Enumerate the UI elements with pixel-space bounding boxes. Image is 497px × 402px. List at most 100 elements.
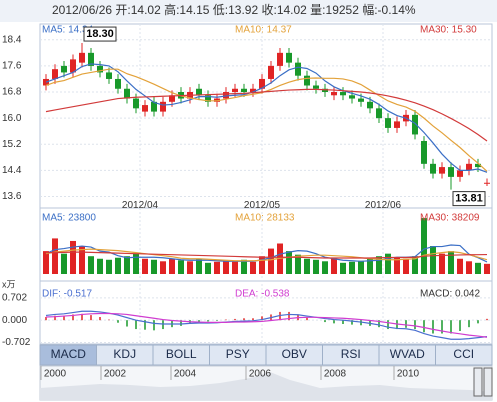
candle-body	[232, 88, 238, 93]
candle-body	[475, 163, 481, 168]
volume-bar	[340, 262, 346, 274]
ma-line	[45, 63, 488, 173]
legend-entry: DEA: -0.538	[235, 289, 290, 300]
candle-body	[214, 98, 220, 102]
candle-body	[295, 62, 301, 76]
volume-bar	[223, 260, 229, 274]
timeline-handle[interactable]	[473, 367, 483, 397]
volume-bar	[421, 218, 427, 274]
volume-bar	[466, 261, 472, 274]
volume-bar	[268, 248, 274, 274]
candle-body	[367, 101, 373, 109]
candle-body	[331, 92, 337, 96]
volume-bar	[331, 258, 337, 274]
volume-bar	[295, 254, 301, 274]
candle-body	[52, 69, 58, 79]
y-tick-label: 16.8	[2, 87, 22, 98]
y-tick-label: 14.4	[2, 165, 22, 176]
indicator-tab-label[interactable]: KDJ	[113, 347, 136, 361]
volume-bar	[475, 262, 481, 274]
candle-body	[421, 140, 427, 164]
volume-bar	[97, 258, 103, 274]
y-tick-label: 18.4	[2, 34, 22, 45]
ma-line	[45, 312, 488, 338]
candle-body	[142, 105, 148, 112]
candle-body	[484, 182, 490, 184]
volume-bar	[232, 261, 238, 274]
indicator-tab-label[interactable]: WVAD	[390, 347, 425, 361]
ma-line	[45, 88, 488, 142]
volume-bar	[178, 260, 184, 274]
volume-bar	[124, 256, 130, 274]
candle-body	[313, 85, 319, 89]
y-tick-label: 0.000	[2, 315, 27, 326]
timeline-year: 2004	[174, 369, 197, 380]
y-tick-label: 17.6	[2, 61, 22, 72]
indicator-tab-label[interactable]: CCI	[453, 347, 474, 361]
header-quote: 2012/06/26 开:14.02 高:14.15 低:13.92 收:14.…	[52, 2, 416, 17]
candle-body	[376, 108, 382, 119]
candle-body	[358, 98, 364, 102]
volume-unit: x万	[2, 279, 16, 289]
volume-bar	[160, 261, 166, 274]
indicator-tab-label[interactable]: MACD	[51, 347, 87, 361]
timeline-year: 2002	[104, 369, 127, 380]
candle-body	[196, 88, 202, 96]
legend-entry: MA10: 28133	[235, 213, 295, 224]
candle-body	[70, 59, 76, 73]
volume-bar	[241, 259, 247, 274]
legend-entry: DIF: -0.517	[42, 289, 92, 300]
volume-bar	[322, 261, 328, 274]
volume-bar	[205, 262, 211, 274]
ma-line	[45, 248, 488, 262]
candle-body	[106, 72, 112, 79]
volume-bar	[61, 253, 67, 274]
candle-body	[322, 88, 328, 93]
volume-bar	[79, 246, 85, 274]
legend-entry: MA10: 14.37	[235, 25, 292, 36]
legend-entry: MA30: 38209	[420, 213, 480, 224]
candle-body	[205, 95, 211, 102]
volume-bar	[214, 261, 220, 274]
ma-line	[45, 68, 488, 172]
indicator-tab-label[interactable]: RSI	[341, 347, 361, 361]
timeline-year: 2008	[324, 369, 347, 380]
candle-body	[385, 118, 391, 128]
legend-entry: MA5: 14.34	[42, 25, 94, 36]
volume-bar	[358, 260, 364, 274]
timeline-handle[interactable]	[483, 367, 493, 397]
volume-bar	[403, 258, 409, 274]
indicator-tab-label[interactable]: BOLL	[166, 347, 197, 361]
candle-body	[223, 92, 229, 99]
date-label: 2012/05	[244, 200, 281, 211]
candle-body	[151, 101, 157, 112]
volume-bar	[385, 253, 391, 274]
candle-body	[115, 78, 121, 89]
candle-body	[241, 88, 247, 93]
indicator-tab[interactable]	[435, 344, 493, 366]
candle-body	[466, 163, 472, 171]
candle-body	[457, 170, 463, 177]
candle-body	[61, 65, 67, 73]
candle-body	[97, 65, 103, 73]
volume-bar	[313, 259, 319, 274]
volume-bar	[169, 258, 175, 274]
candle-body	[88, 52, 94, 66]
candle-body	[304, 75, 310, 86]
candle-body	[448, 167, 454, 177]
candle-body	[259, 78, 265, 89]
candle-body	[286, 52, 292, 63]
candle-body	[250, 88, 256, 93]
indicator-tab-label[interactable]: PSY	[226, 347, 250, 361]
volume-bar	[439, 253, 445, 274]
candle-body	[439, 167, 445, 174]
candle-body	[349, 95, 355, 99]
volume-bar	[430, 246, 436, 274]
candle-body	[124, 88, 130, 99]
indicator-tab-label[interactable]: OBV	[282, 347, 307, 361]
volume-bar	[412, 256, 418, 274]
candle-body	[340, 92, 346, 96]
volume-bar	[133, 253, 139, 274]
candle-body	[430, 163, 436, 174]
